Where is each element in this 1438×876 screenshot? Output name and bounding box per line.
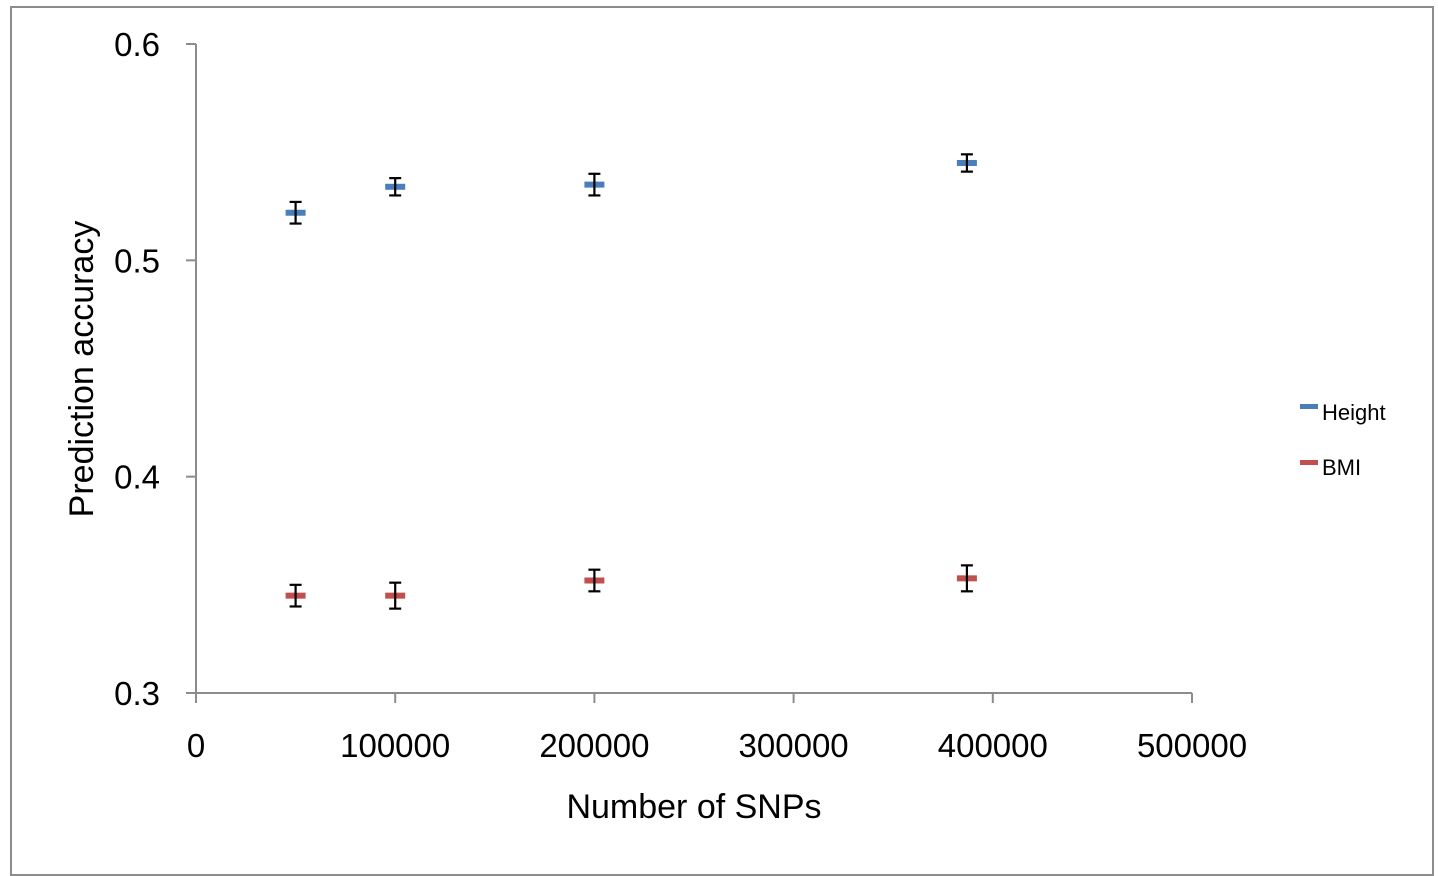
legend: Height BMI xyxy=(1300,400,1386,480)
legend-swatch-height xyxy=(1300,404,1318,409)
series-bmi xyxy=(285,564,977,610)
x-tick-label: 400000 xyxy=(938,727,1048,764)
legend-swatch-bmi xyxy=(1300,460,1318,465)
series-height xyxy=(285,153,977,225)
chart-frame xyxy=(10,6,1434,876)
y-tick-label: 0.3 xyxy=(114,675,160,712)
legend-label-bmi: BMI xyxy=(1322,455,1361,480)
x-axis-title: Number of SNPs xyxy=(566,788,821,826)
x-tick-label: 300000 xyxy=(739,727,849,764)
x-tick-label: 500000 xyxy=(1137,727,1247,764)
y-tick-label: 0.6 xyxy=(114,26,160,63)
data-point xyxy=(956,153,977,173)
data-point xyxy=(584,568,605,593)
data-point xyxy=(385,581,406,610)
axes: 0.3 0.4 0.5 0.6 0 100000 200000 300000 400000 50… xyxy=(114,26,1247,764)
series-layer xyxy=(285,153,977,610)
data-point xyxy=(584,172,605,197)
x-ticks: 0 100000 200000 300000 400000 500000 xyxy=(187,693,1247,764)
x-tick-label: 200000 xyxy=(539,727,649,764)
x-tick-label: 0 xyxy=(187,727,205,764)
legend-label-height: Height xyxy=(1322,400,1386,425)
data-point xyxy=(385,177,406,197)
data-point xyxy=(285,200,306,225)
data-point xyxy=(285,583,306,608)
x-tick-label: 100000 xyxy=(340,727,450,764)
y-axis-title: Prediction accuracy xyxy=(63,221,101,518)
y-ticks: 0.3 0.4 0.5 0.6 xyxy=(114,26,196,712)
y-tick-label: 0.5 xyxy=(114,242,160,279)
data-point xyxy=(956,564,977,593)
y-tick-label: 0.4 xyxy=(114,459,160,496)
